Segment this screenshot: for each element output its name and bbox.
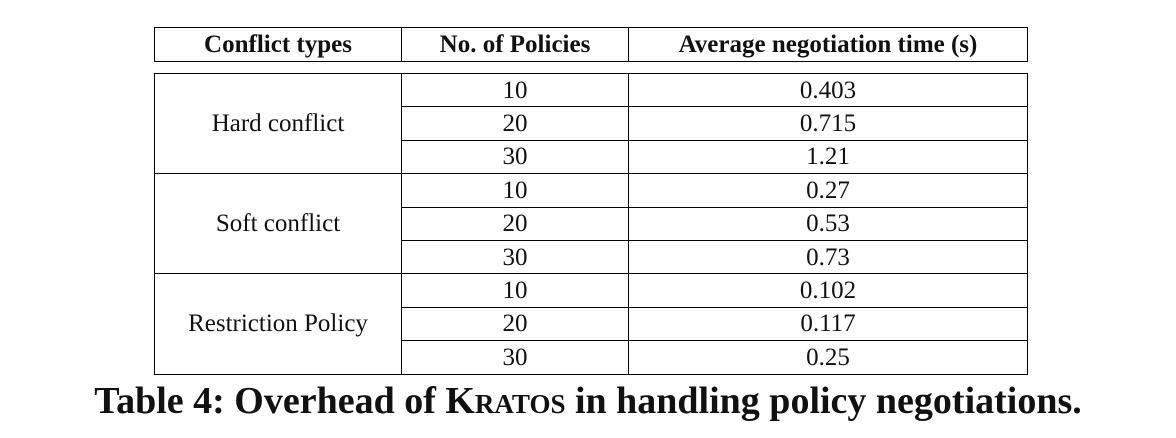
negotiation-time-cell: 0.53 — [628, 206, 1028, 241]
policies-cell: 20 — [401, 106, 629, 141]
conflict-type-cell: Soft conflict — [154, 173, 402, 275]
conflict-type-cell: Restriction Policy — [154, 273, 402, 375]
table-caption: Table 4: Overhead of Kratos in handling … — [0, 382, 1176, 420]
negotiation-time-cell: 0.403 — [628, 72, 1028, 108]
conflict-type-cell: Hard conflict — [154, 72, 402, 175]
negotiation-time-cell: 0.73 — [628, 239, 1028, 275]
negotiation-time-cell: 0.117 — [628, 306, 1028, 342]
negotiation-time-cell: 0.27 — [628, 173, 1028, 208]
caption-system-name: Kratos — [445, 380, 566, 422]
table-row: 20 0.117 — [155, 306, 1028, 342]
table-row: Soft conflict 10 0.27 — [154, 173, 1028, 275]
policies-cell: 30 — [401, 139, 629, 175]
header-num-policies: No. of Policies — [401, 27, 629, 62]
policies-cell: 10 — [401, 72, 629, 108]
caption-suffix: in handling policy negotiations. — [574, 380, 1082, 422]
table-row: Hard conflict 10 0.403 — [154, 72, 1028, 175]
policies-cell: 20 — [401, 306, 629, 342]
header-conflict-types: Conflict types — [154, 27, 402, 62]
policies-cell: 20 — [401, 206, 629, 241]
table-row: 30 0.25 — [155, 340, 1028, 375]
negotiation-time-cell: 0.25 — [628, 340, 1028, 375]
policies-cell: 30 — [401, 239, 629, 275]
table-row: Restriction Policy 10 0.102 — [154, 273, 1028, 375]
table-row: 20 0.715 — [155, 106, 1028, 141]
negotiation-time-cell: 0.715 — [628, 106, 1028, 141]
table-header: Conflict types No. of Policies Average n… — [154, 27, 1028, 62]
policies-cell: 10 — [401, 173, 629, 208]
negotiation-time-cell: 1.21 — [628, 139, 1028, 175]
table-body: Hard conflict 10 0.403 20 0.715 30 1.21 Soft co… — [154, 72, 1028, 375]
header-row: Conflict types No. of Policies Average n… — [154, 27, 1028, 62]
header-avg-time: Average negotiation time (s) — [628, 27, 1028, 62]
caption-prefix: Table 4: Overhead of — [94, 380, 436, 422]
policies-cell: 30 — [401, 340, 629, 375]
negotiation-time-cell: 0.102 — [628, 273, 1028, 308]
policies-cell: 10 — [401, 273, 629, 308]
